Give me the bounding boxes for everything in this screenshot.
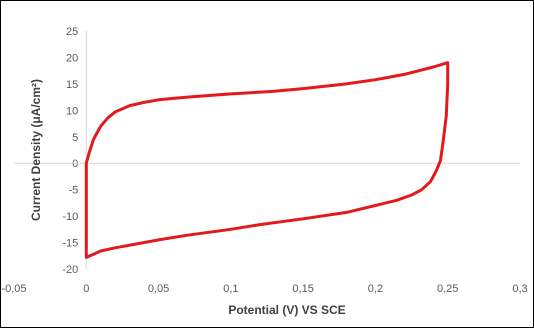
x-tick-label: 0,3 (512, 283, 527, 295)
y-tick-label: 25 (66, 26, 78, 38)
x-tick-label: -0,05 (1, 283, 26, 295)
y-tick-label: 20 (66, 52, 78, 64)
y-axis-title: Current Density (μA/cm²) (29, 79, 43, 221)
y-tick-label: 10 (66, 105, 78, 117)
x-tick-label: 0,1 (223, 283, 238, 295)
y-tick-label: -15 (62, 238, 78, 250)
x-tick-label: 0,05 (148, 283, 169, 295)
y-tick-label: 5 (72, 132, 78, 144)
y-axis-ticks: 25 20 15 10 5 0 -5 -10 -15 -20 (62, 26, 78, 276)
x-tick-label: 0,25 (437, 283, 458, 295)
y-tick-label: -5 (69, 185, 79, 197)
y-tick-label: -20 (62, 264, 78, 276)
x-axis-ticks: -0,05 0 0,05 0,1 0,15 0,2 0,25 0,3 (1, 283, 527, 295)
y-tick-label: 0 (72, 158, 78, 170)
x-tick-label: 0,2 (368, 283, 383, 295)
series-line (84, 61, 450, 259)
x-axis-title: Potential (V) VS SCE (228, 303, 345, 317)
y-tick-label: -10 (62, 211, 78, 223)
x-tick-label: 0 (83, 283, 89, 295)
series-layer (84, 61, 450, 259)
x-tick-label: 0,15 (292, 283, 313, 295)
y-tick-label: 15 (66, 79, 78, 91)
